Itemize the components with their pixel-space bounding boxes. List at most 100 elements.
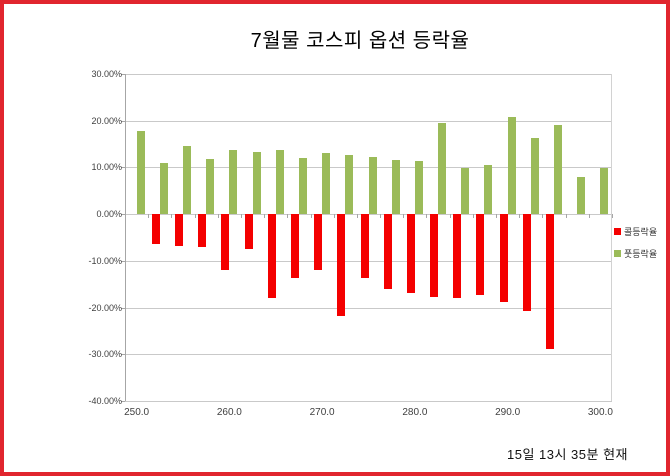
y-axis-label--30: -30.00% bbox=[88, 349, 122, 360]
category-tick bbox=[380, 214, 382, 219]
category-tick bbox=[472, 214, 474, 219]
bar-call-282.5 bbox=[430, 214, 439, 297]
category-tick bbox=[240, 214, 242, 219]
bar-put-295 bbox=[554, 124, 563, 215]
category-tick bbox=[194, 214, 196, 219]
bar-call-262.5 bbox=[244, 214, 253, 250]
gridline--20 bbox=[125, 307, 612, 309]
legend-item-call: 콜등락율 bbox=[614, 225, 657, 238]
bar-put-252.5 bbox=[159, 163, 168, 215]
bar-put-272.5 bbox=[345, 155, 354, 215]
bar-call-285 bbox=[453, 214, 462, 299]
x-axis-label-260.0: 260.0 bbox=[216, 407, 242, 418]
category-tick bbox=[264, 214, 266, 219]
legend-item-put: 풋등락율 bbox=[614, 247, 657, 260]
x-axis-label-270.0: 270.0 bbox=[309, 407, 335, 418]
gridline-0 bbox=[125, 214, 612, 216]
y-axis-tick--10 bbox=[121, 260, 125, 262]
y-axis-tick--40 bbox=[121, 401, 125, 402]
bar-put-257.5 bbox=[206, 159, 215, 215]
bar-put-300 bbox=[600, 168, 609, 215]
category-tick bbox=[333, 214, 335, 219]
category-tick bbox=[496, 214, 498, 219]
bar-put-282.5 bbox=[438, 122, 447, 215]
legend-label-call: 콜등락율 bbox=[624, 227, 658, 237]
put-swatch-icon bbox=[614, 250, 621, 257]
plot-area bbox=[121, 74, 613, 402]
gridline--10 bbox=[125, 260, 612, 262]
bar-put-262.5 bbox=[252, 151, 261, 215]
x-axis-label-290.0: 290.0 bbox=[495, 407, 521, 418]
y-axis-label-20: 20.00% bbox=[91, 115, 122, 126]
y-axis-label--20: -20.00% bbox=[88, 302, 122, 313]
bar-call-290 bbox=[499, 214, 508, 303]
legend-label-put: 풋등락율 bbox=[624, 249, 658, 259]
bar-put-275 bbox=[368, 156, 377, 215]
x-axis-label-250.0: 250.0 bbox=[124, 407, 150, 418]
bar-put-297.5 bbox=[577, 176, 586, 215]
bar-call-272.5 bbox=[337, 214, 346, 316]
y-axis-label--40: -40.00% bbox=[88, 396, 122, 406]
bar-call-265 bbox=[267, 214, 276, 298]
gridline-20 bbox=[125, 120, 612, 122]
bar-put-292.5 bbox=[530, 138, 539, 215]
category-tick bbox=[148, 214, 150, 219]
bar-call-295 bbox=[546, 214, 555, 350]
bar-put-260 bbox=[229, 149, 238, 215]
category-tick bbox=[171, 214, 173, 219]
timestamp-annotation: 15일 13시 35분 현재 bbox=[506, 447, 628, 462]
gridline--30 bbox=[125, 354, 612, 356]
y-axis-tick-10 bbox=[121, 167, 125, 169]
category-tick bbox=[519, 214, 521, 219]
y-axis-label--10: -10.00% bbox=[88, 255, 122, 266]
bar-call-280 bbox=[406, 214, 415, 294]
gridline-30 bbox=[125, 74, 612, 75]
bar-call-255 bbox=[174, 214, 183, 246]
y-axis-tick-0 bbox=[121, 214, 125, 216]
category-tick bbox=[426, 214, 428, 219]
y-axis-label-10: 10.00% bbox=[91, 162, 122, 173]
y-axis-tick--20 bbox=[121, 307, 125, 309]
x-axis-label-300.0: 300.0 bbox=[587, 407, 613, 418]
chart-title: 7월물 코스피 옵션 등락율 bbox=[250, 30, 470, 52]
bar-put-285 bbox=[461, 168, 470, 215]
category-tick bbox=[588, 214, 590, 219]
bar-put-277.5 bbox=[391, 159, 400, 215]
bar-call-287.5 bbox=[476, 214, 485, 295]
y-axis-label-30: 30.00% bbox=[91, 69, 122, 79]
bar-call-270 bbox=[314, 214, 323, 271]
category-tick bbox=[217, 214, 219, 219]
bar-put-290 bbox=[507, 116, 516, 215]
bar-put-265 bbox=[275, 149, 284, 215]
category-tick bbox=[403, 214, 405, 219]
bar-call-292.5 bbox=[522, 214, 531, 311]
bar-put-250 bbox=[136, 130, 145, 215]
bar-call-260 bbox=[221, 214, 230, 270]
bar-put-280 bbox=[414, 161, 423, 215]
y-axis-tick--30 bbox=[121, 354, 125, 356]
bar-call-277.5 bbox=[383, 214, 392, 289]
bar-call-275 bbox=[360, 214, 369, 278]
bar-call-257.5 bbox=[198, 214, 207, 248]
category-tick bbox=[310, 214, 312, 219]
bar-put-255 bbox=[182, 146, 191, 215]
y-axis-label-0: 0.00% bbox=[96, 209, 122, 220]
category-tick bbox=[612, 214, 613, 219]
y-axis-tick-30 bbox=[121, 74, 125, 75]
category-tick bbox=[287, 214, 289, 219]
bar-put-267.5 bbox=[298, 158, 307, 215]
bar-put-270 bbox=[322, 152, 331, 215]
plot-right-border bbox=[611, 74, 612, 401]
category-tick bbox=[125, 214, 126, 219]
category-tick bbox=[449, 214, 451, 219]
y-axis-tick-20 bbox=[121, 120, 125, 122]
category-tick bbox=[542, 214, 544, 219]
call-swatch-icon bbox=[614, 228, 621, 235]
gridline--40 bbox=[125, 401, 612, 402]
bar-call-267.5 bbox=[290, 214, 299, 279]
bar-put-287.5 bbox=[484, 165, 493, 215]
category-tick bbox=[356, 214, 358, 219]
y-axis-line bbox=[125, 74, 126, 401]
